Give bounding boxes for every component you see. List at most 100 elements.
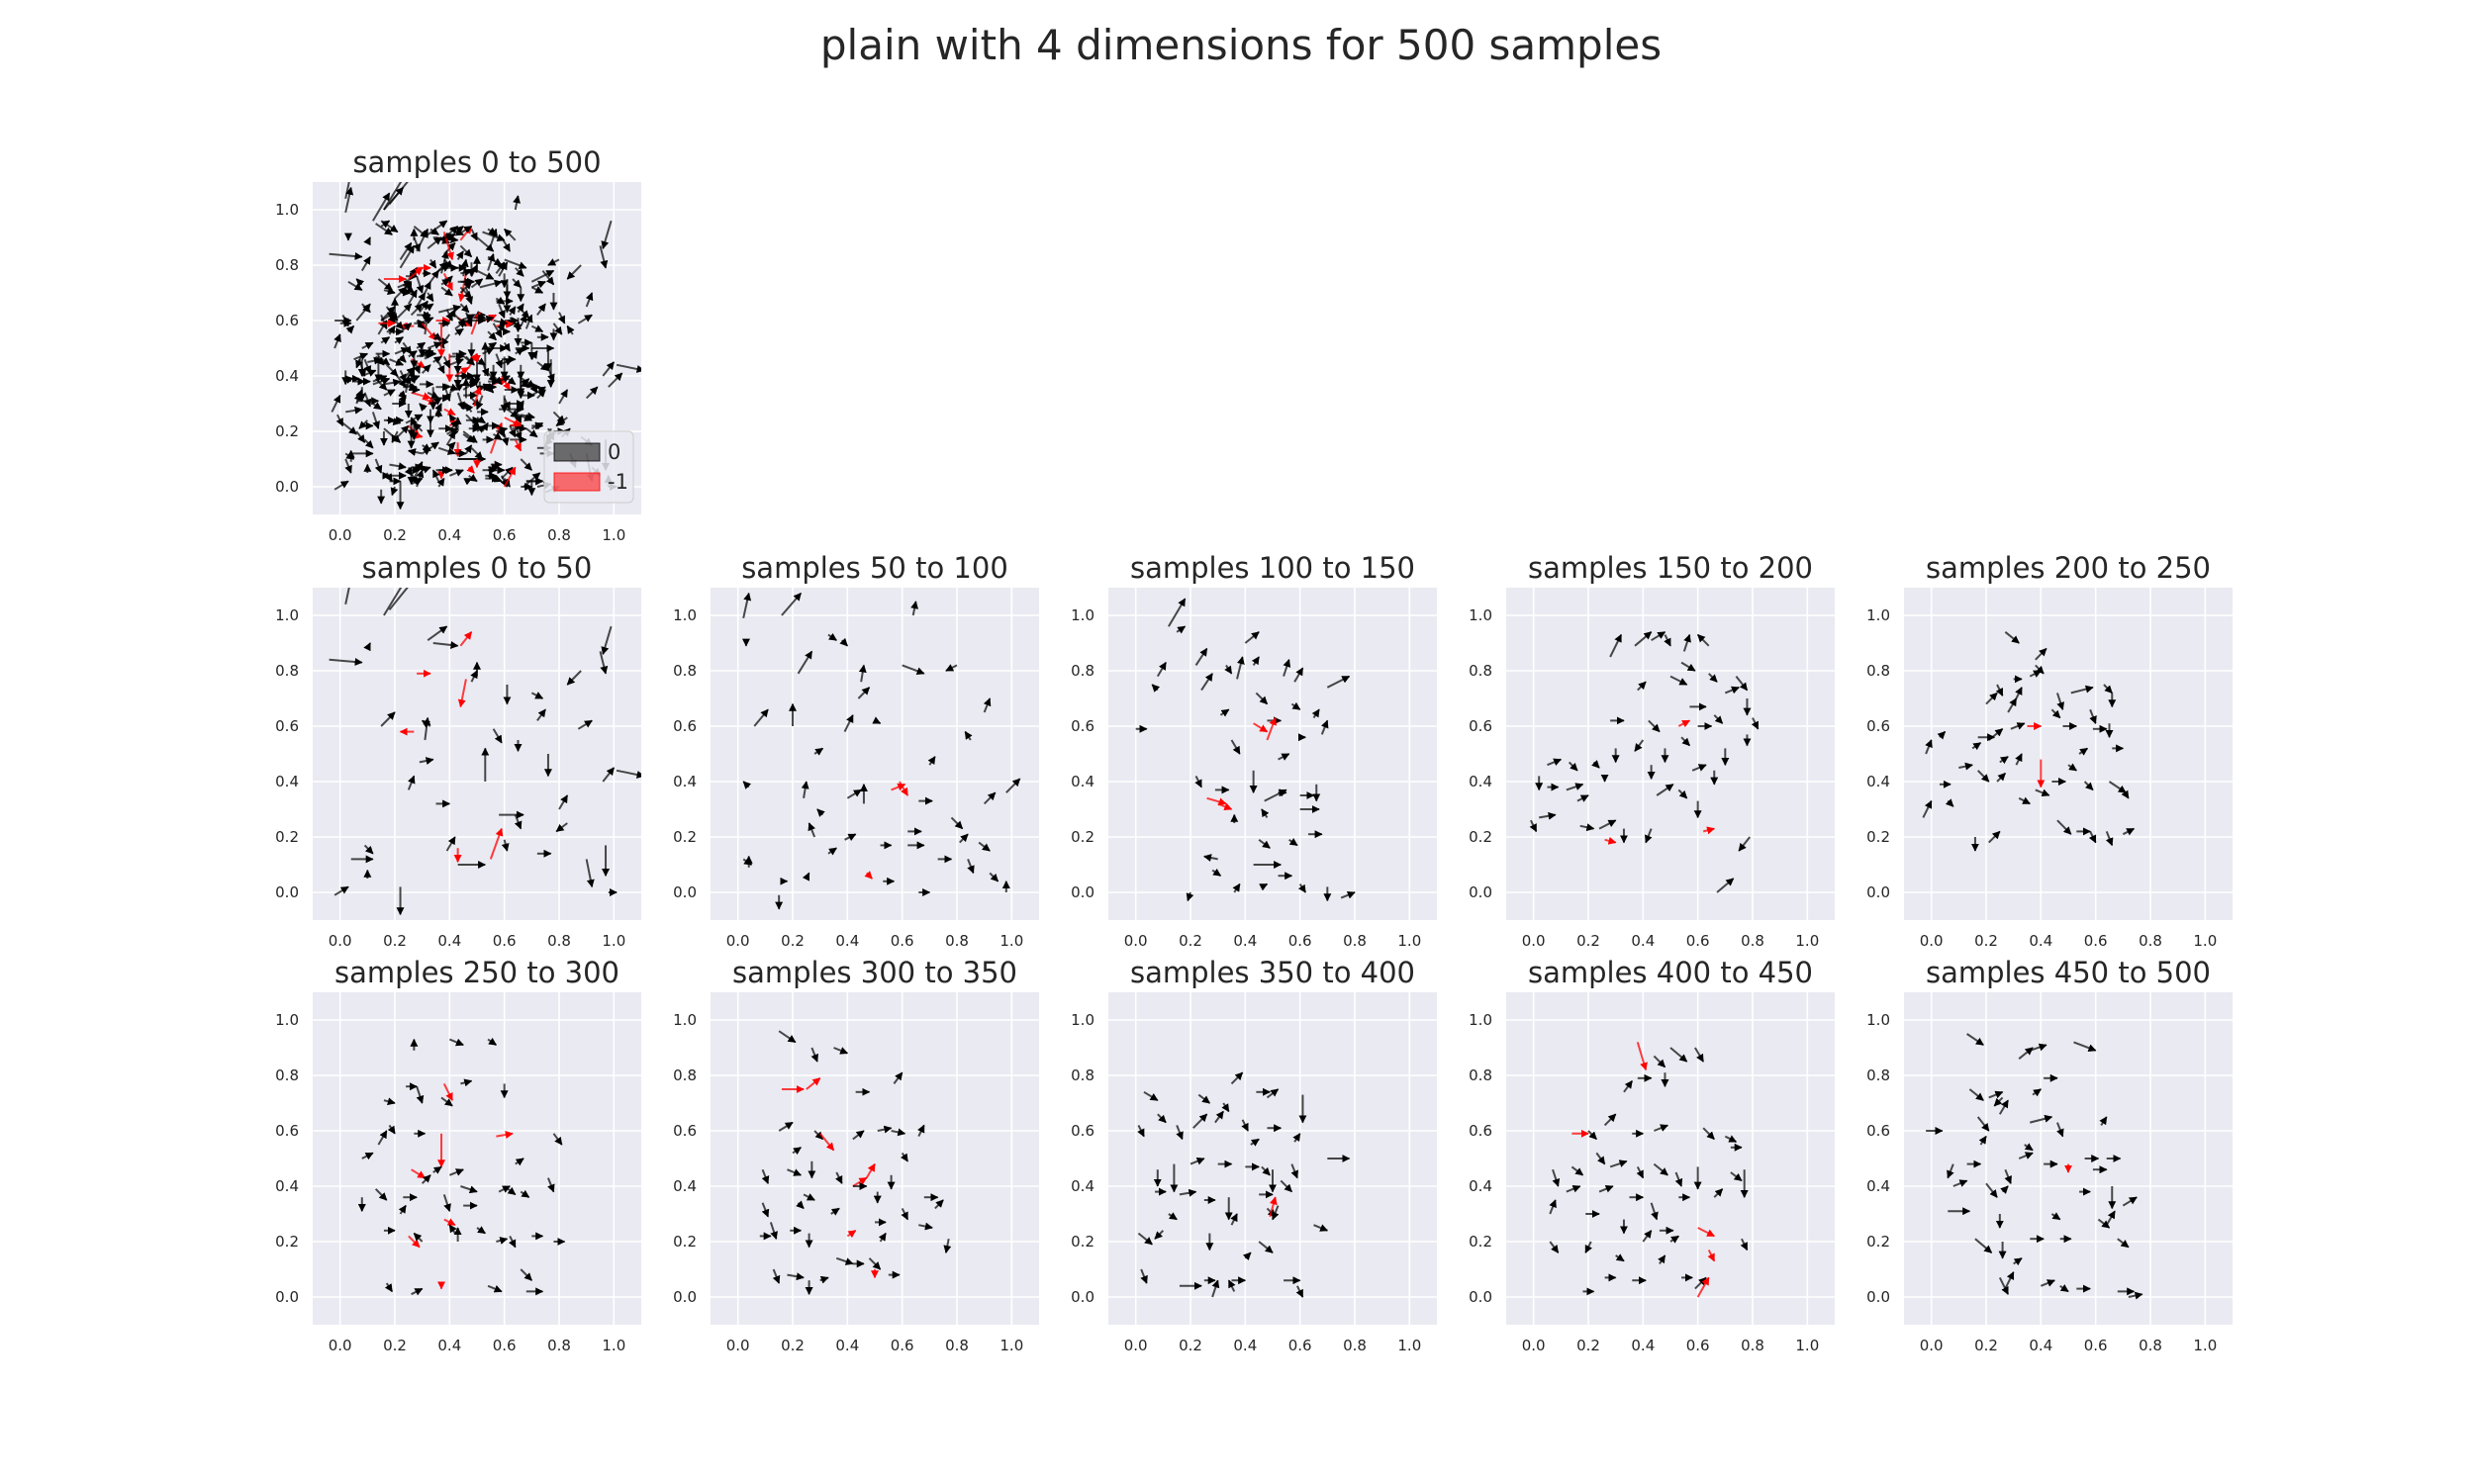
vector-arrow-label-neg1 <box>466 465 475 474</box>
vector-arrow-label-0 <box>1654 1124 1668 1132</box>
vector-arrow-label-0 <box>520 458 533 471</box>
vector-arrow-label-0 <box>742 592 752 619</box>
vector-arrow-label-0 <box>2018 1152 2034 1159</box>
vector-arrow-label-0 <box>432 332 442 341</box>
vector-arrow-label-0 <box>416 1085 425 1104</box>
vector-arrow-label-0 <box>2032 1088 2042 1097</box>
vector-arrow-label-0 <box>1730 1171 1743 1182</box>
vector-arrow-label-0 <box>460 1185 478 1194</box>
vector-arrow-label-0 <box>1250 1138 1260 1147</box>
y-tick-label: 1.0 <box>275 1011 299 1029</box>
vector-arrow-label-0 <box>1650 1202 1659 1221</box>
y-tick-label: 0.2 <box>1469 1233 1492 1251</box>
vector-arrow-label-0 <box>427 236 442 249</box>
vector-arrow-label-0 <box>405 366 416 377</box>
x-tick-label: 0.4 <box>437 526 461 544</box>
vector-arrow-label-0 <box>361 1152 374 1160</box>
vector-arrow-label-0 <box>1251 656 1261 666</box>
vector-arrow-label-0 <box>523 472 541 488</box>
vector-arrow-label-0 <box>377 355 391 366</box>
vector-arrow-label-0 <box>416 341 427 350</box>
x-tick-label: 0.4 <box>2029 1337 2052 1354</box>
vector-arrow-label-0 <box>329 252 363 260</box>
x-tick-label: 0.4 <box>2029 932 2052 950</box>
legend-label: -1 <box>608 470 628 494</box>
subplot-panel: 0.0 0.2 0.4 0.6 0.8 1.0 0.0 0.2 0.4 0.6 0.8 1.0 samp… <box>1866 956 2233 1354</box>
vector-arrow-label-0 <box>397 303 413 319</box>
vector-arrow-label-0 <box>901 1207 909 1221</box>
vector-arrow-label-0 <box>454 320 467 330</box>
vector-arrow-label-0 <box>2007 697 2018 713</box>
vector-arrow-label-0 <box>547 1177 555 1193</box>
vector-arrow-label-0 <box>816 808 825 817</box>
vector-arrow-label-0 <box>397 280 413 289</box>
x-tick-label: 0.4 <box>437 932 461 950</box>
y-tick-label: 1.0 <box>1469 606 1492 624</box>
vector-arrow-label-0 <box>1677 788 1688 799</box>
vector-arrow-label-0 <box>520 1268 533 1281</box>
vector-arrow-label-0 <box>1261 808 1270 818</box>
y-tick-label: 0.6 <box>1866 717 1890 735</box>
vector-arrow-label-0 <box>1993 1096 2004 1107</box>
vector-arrow-label-0 <box>363 392 372 408</box>
vector-arrow-label-0 <box>753 708 769 727</box>
vector-arrow-label-0 <box>2121 788 2130 799</box>
y-tick-label: 0.6 <box>1469 717 1492 735</box>
x-tick-label: 1.0 <box>1795 932 1819 950</box>
vector-arrow-label-0 <box>1669 1235 1679 1244</box>
vector-arrow-label-0 <box>380 335 391 345</box>
y-tick-label: 1.0 <box>275 201 299 219</box>
vector-arrow-label-0 <box>1976 1116 1990 1132</box>
vector-arrow-label-0 <box>329 658 363 666</box>
vector-arrow-label-0 <box>878 1232 887 1243</box>
vector-arrow-label-0 <box>608 372 623 388</box>
vector-arrow-label-0 <box>487 1284 503 1293</box>
vector-arrow-label-0 <box>601 220 613 249</box>
x-tick-label: 0.0 <box>1522 932 1546 950</box>
vector-arrow-label-0 <box>1735 675 1749 692</box>
vector-arrow-label-0 <box>1566 783 1584 791</box>
vector-arrow-label-0 <box>363 438 374 449</box>
vector-arrow-label-0 <box>524 314 533 329</box>
y-tick-label: 0.4 <box>275 1177 299 1195</box>
vector-arrow-label-0 <box>508 306 517 316</box>
x-tick-label: 1.0 <box>1397 932 1421 950</box>
vector-arrow-label-0 <box>2089 708 2097 724</box>
x-tick-label: 0.2 <box>1974 1337 1998 1354</box>
vector-arrow-label-neg1 <box>1217 802 1233 811</box>
vector-arrow-label-0 <box>616 363 641 373</box>
vector-arrow-label-0 <box>407 775 416 790</box>
subplot-panel: 0.0 0.2 0.4 0.6 0.8 1.0 0.0 0.2 0.4 0.6 0.8 1.0 samp… <box>1469 956 1835 1354</box>
x-tick-label: 0.8 <box>1741 1337 1764 1354</box>
vector-arrow-label-0 <box>577 314 593 325</box>
vector-arrow-label-0 <box>509 317 522 330</box>
vector-arrow-label-0 <box>514 425 523 441</box>
vector-arrow-label-0 <box>1637 681 1647 692</box>
vector-arrow-label-0 <box>1232 882 1241 893</box>
vector-arrow-label-0 <box>1651 630 1666 642</box>
vector-arrow-label-0 <box>345 406 363 415</box>
legend-label: 0 <box>608 440 620 464</box>
y-tick-label: 0.6 <box>1071 717 1094 735</box>
vector-arrow-label-0 <box>872 716 882 725</box>
x-tick-label: 0.4 <box>1631 1337 1655 1354</box>
vector-arrow-label-0 <box>476 269 495 280</box>
vector-arrow-label-0 <box>1176 1125 1184 1141</box>
vector-arrow-label-0 <box>2122 827 2136 836</box>
vector-arrow-label-0 <box>1645 828 1653 844</box>
vector-arrow-label-0 <box>891 1128 906 1137</box>
vector-arrow-label-0 <box>1290 701 1301 711</box>
subplot-panel: 0.0 0.2 0.4 0.6 0.8 1.0 0.0 0.2 0.4 0.6 0.8 1.0 samp… <box>673 551 1039 950</box>
vector-arrow-label-0 <box>1236 656 1245 680</box>
vector-arrow-label-0 <box>341 421 357 435</box>
x-tick-label: 0.0 <box>329 1337 352 1354</box>
vector-arrow-label-0 <box>1221 1102 1230 1113</box>
y-tick-label: 0.0 <box>673 1288 697 1306</box>
vector-arrow-label-0 <box>2073 1041 2097 1052</box>
vector-arrow-label-0 <box>566 325 575 335</box>
vector-arrow-label-0 <box>493 432 503 441</box>
vector-arrow-label-0 <box>496 426 509 434</box>
vector-arrow-label-0 <box>442 355 451 369</box>
vector-arrow-label-0 <box>599 651 609 675</box>
